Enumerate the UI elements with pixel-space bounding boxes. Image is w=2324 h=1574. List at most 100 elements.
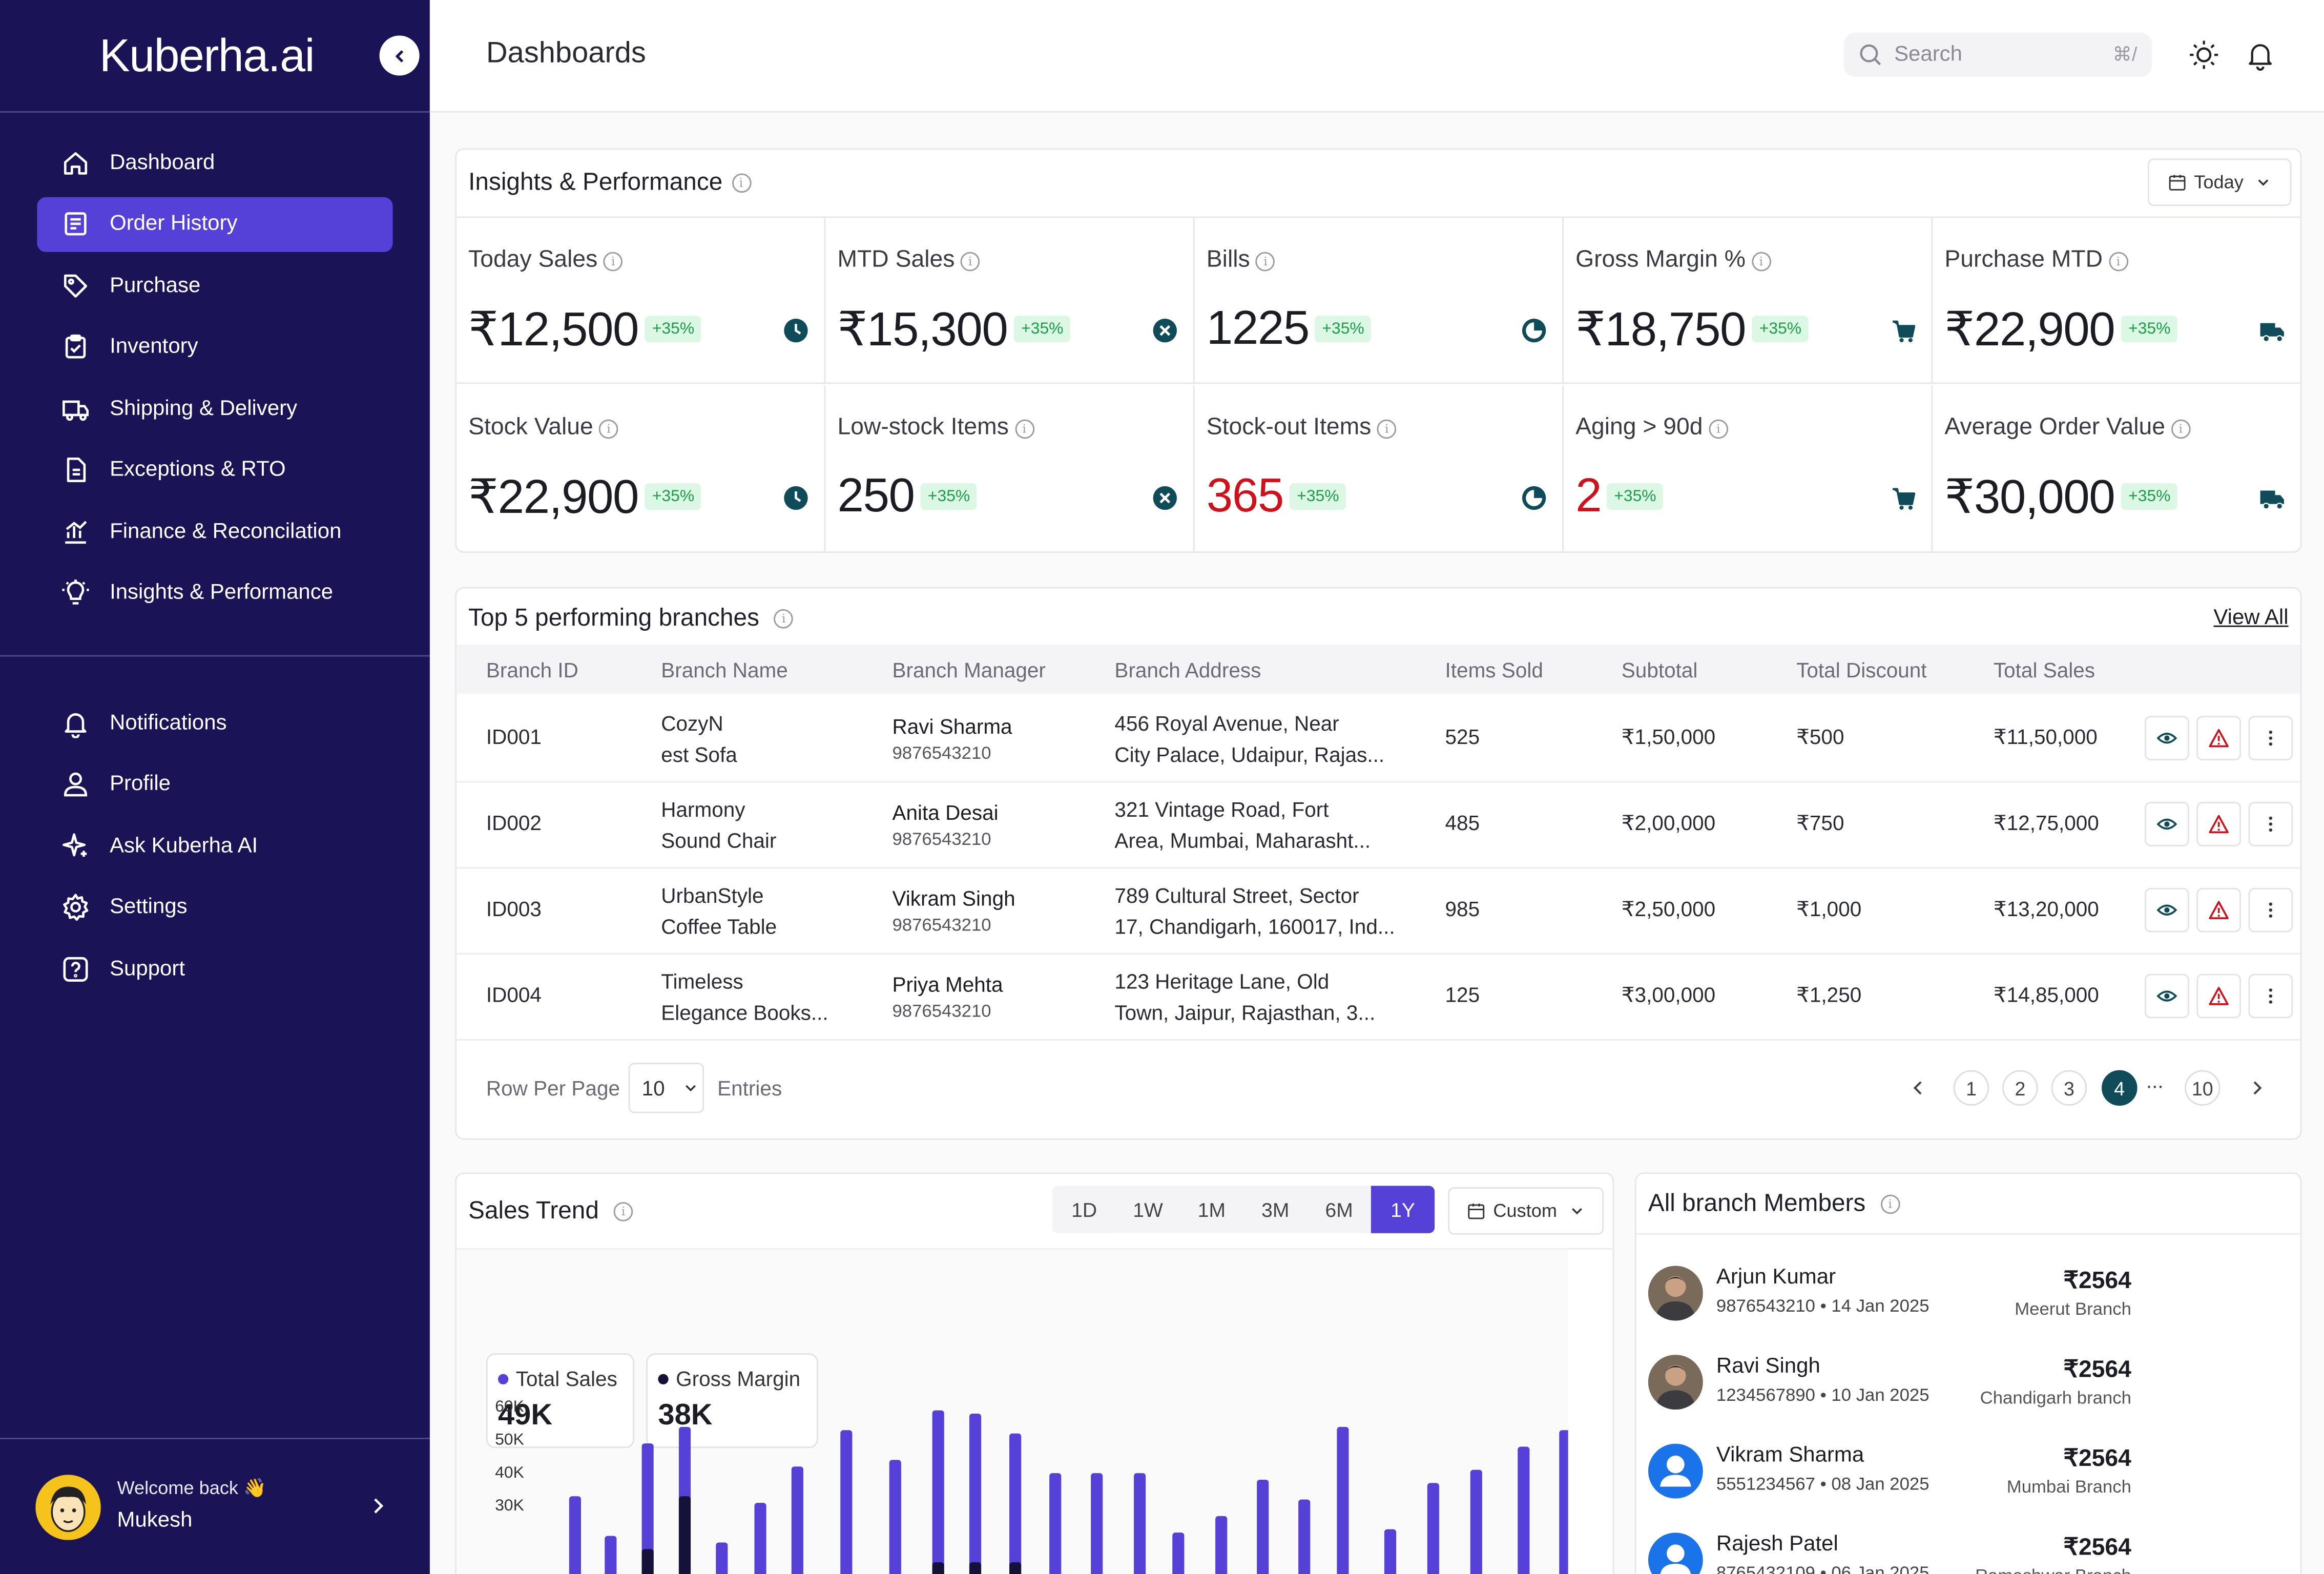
- more-button[interactable]: [2248, 887, 2293, 933]
- gross-margin-bar[interactable]: [678, 1496, 691, 1574]
- total-sales-bar[interactable]: [1298, 1499, 1311, 1574]
- table-row[interactable]: ID002 Harmony Sound Chair Anita Desai 987654…: [457, 781, 2300, 869]
- range-option-1m[interactable]: 1M: [1197, 1198, 1226, 1221]
- info-icon[interactable]: i: [603, 251, 623, 271]
- total-sales-bar[interactable]: [1427, 1483, 1439, 1574]
- view-all-link[interactable]: View All: [2213, 606, 2289, 630]
- sidebar-item-insights-performance[interactable]: Insights & Performance: [37, 566, 392, 620]
- info-icon[interactable]: i: [599, 419, 618, 438]
- gross-margin-bar[interactable]: [1009, 1562, 1022, 1574]
- total-sales-bar[interactable]: [1215, 1516, 1228, 1574]
- user-card[interactable]: Welcome back 👋 Mukesh: [0, 1438, 430, 1574]
- sidebar-item-shipping-delivery[interactable]: Shipping & Delivery: [37, 381, 392, 436]
- page-button-10[interactable]: 10: [2185, 1070, 2221, 1106]
- sidebar-item-profile[interactable]: Profile: [37, 757, 392, 812]
- more-button[interactable]: [2248, 802, 2293, 846]
- sidebar-item-notifications[interactable]: Notifications: [37, 695, 392, 750]
- chevron-left-icon[interactable]: [1907, 1078, 1928, 1099]
- sidebar-item-settings[interactable]: Settings: [37, 880, 392, 935]
- table-row[interactable]: ID004 Timeless Elegance Books... Priya Meht…: [457, 953, 2300, 1041]
- total-sales-bar[interactable]: [754, 1503, 766, 1574]
- range-option-1d[interactable]: 1D: [1071, 1198, 1097, 1221]
- view-button[interactable]: [2144, 974, 2189, 1019]
- total-sales-bar[interactable]: [1470, 1469, 1482, 1574]
- info-icon[interactable]: i: [1880, 1194, 1900, 1214]
- total-sales-bar[interactable]: [1257, 1479, 1269, 1574]
- more-button[interactable]: [2248, 974, 2293, 1019]
- report-button[interactable]: [2196, 802, 2241, 846]
- page-button-1[interactable]: 1: [1953, 1070, 1989, 1106]
- total-sales-bar[interactable]: [641, 1443, 654, 1574]
- list-item[interactable]: Vikram Sharma 5551234567 • 08 Jan 2025 ₹25…: [1648, 1443, 2131, 1533]
- table-row[interactable]: ID003 UrbanStyle Coffee Table Vikram Singh 9…: [457, 867, 2300, 955]
- info-icon[interactable]: i: [613, 1202, 633, 1221]
- report-button[interactable]: [2196, 887, 2241, 933]
- list-item[interactable]: Ravi Singh 1234567890 • 10 Jan 2025 ₹2564 C…: [1648, 1355, 2131, 1444]
- sidebar-item-purchase[interactable]: Purchase: [37, 258, 392, 313]
- sidebar-item-finance-reconcilation[interactable]: Finance & Reconcilation: [37, 504, 392, 559]
- range-option-1w[interactable]: 1W: [1133, 1198, 1163, 1221]
- search-input[interactable]: Search ⌘/: [1843, 32, 2152, 77]
- info-icon[interactable]: i: [1014, 419, 1034, 438]
- list-item[interactable]: Rajesh Patel 8765432109 • 06 Jan 2025 ₹256…: [1648, 1532, 2131, 1574]
- info-icon[interactable]: i: [2171, 419, 2191, 438]
- total-sales-bar[interactable]: [1337, 1426, 1349, 1574]
- sidebar-item-inventory[interactable]: Inventory: [37, 319, 392, 374]
- table-row[interactable]: ID001 CozyN est Sofa Ravi Sharma 9876543210 4…: [457, 695, 2300, 783]
- info-icon[interactable]: i: [731, 173, 751, 193]
- page-size-select[interactable]: 10: [628, 1063, 704, 1113]
- date-range-dropdown[interactable]: Today: [2147, 158, 2292, 206]
- gross-margin-bar[interactable]: [641, 1549, 654, 1574]
- sidebar-item-support[interactable]: Support: [37, 941, 392, 996]
- sidebar-item-ask-kuberha-ai[interactable]: Ask Kuberha AI: [37, 818, 392, 873]
- total-sales-bar[interactable]: [1009, 1433, 1022, 1574]
- info-icon[interactable]: i: [960, 251, 980, 271]
- total-sales-bar[interactable]: [1134, 1473, 1146, 1574]
- total-sales-bar[interactable]: [969, 1414, 982, 1574]
- sidebar-item-dashboard[interactable]: Dashboard: [37, 135, 392, 190]
- page-button-3[interactable]: 3: [2051, 1070, 2087, 1106]
- total-sales-bar[interactable]: [1049, 1473, 1062, 1574]
- range-option-3m[interactable]: 3M: [1261, 1198, 1290, 1221]
- view-button[interactable]: [2144, 716, 2189, 761]
- total-sales-bar[interactable]: [791, 1466, 803, 1574]
- view-button[interactable]: [2144, 887, 2189, 933]
- sidebar-item-order-history[interactable]: Order History: [37, 196, 393, 252]
- total-sales-bar[interactable]: [1559, 1430, 1568, 1574]
- info-icon[interactable]: i: [1751, 251, 1771, 271]
- custom-range-dropdown[interactable]: Custom: [1448, 1187, 1604, 1235]
- more-button[interactable]: [2248, 716, 2293, 761]
- members-card: All branch Members i Arjun Kumar 987654321…: [1634, 1172, 2302, 1574]
- total-sales-bar[interactable]: [1518, 1446, 1530, 1574]
- range-option-6m[interactable]: 6M: [1325, 1198, 1353, 1221]
- sidebar-item-exceptions-rto[interactable]: Exceptions & RTO: [37, 443, 392, 498]
- info-icon[interactable]: i: [1709, 419, 1728, 438]
- sun-icon[interactable]: [2188, 38, 2221, 71]
- view-button[interactable]: [2144, 802, 2189, 846]
- total-sales-bar[interactable]: [932, 1410, 944, 1574]
- info-icon[interactable]: i: [2108, 251, 2128, 271]
- total-sales-bar[interactable]: [840, 1430, 853, 1574]
- report-button[interactable]: [2196, 974, 2241, 1019]
- total-sales-bar[interactable]: [716, 1542, 728, 1574]
- collapse-sidebar-button[interactable]: [379, 35, 420, 76]
- bell-icon[interactable]: [2244, 38, 2277, 71]
- metric-change-badge: +35%: [920, 483, 978, 510]
- gross-margin-bar[interactable]: [932, 1562, 944, 1574]
- total-sales-bar[interactable]: [1091, 1473, 1103, 1574]
- total-sales-bar[interactable]: [889, 1460, 901, 1574]
- list-item[interactable]: Arjun Kumar 9876543210 • 14 Jan 2025 ₹2564…: [1648, 1266, 2131, 1355]
- total-sales-bar[interactable]: [1384, 1529, 1397, 1574]
- total-sales-bar[interactable]: [605, 1536, 617, 1574]
- info-icon[interactable]: i: [1377, 419, 1397, 438]
- gross-margin-bar[interactable]: [969, 1562, 982, 1574]
- info-icon[interactable]: i: [1256, 251, 1275, 271]
- info-icon[interactable]: i: [774, 609, 794, 629]
- report-button[interactable]: [2196, 716, 2241, 761]
- range-option-1y[interactable]: 1Y: [1371, 1186, 1435, 1233]
- chevron-right-icon[interactable]: [2247, 1078, 2268, 1099]
- total-sales-bar[interactable]: [569, 1496, 581, 1574]
- total-sales-bar[interactable]: [1172, 1532, 1185, 1574]
- page-button-4[interactable]: 4: [2102, 1070, 2138, 1106]
- page-button-2[interactable]: 2: [2002, 1070, 2038, 1106]
